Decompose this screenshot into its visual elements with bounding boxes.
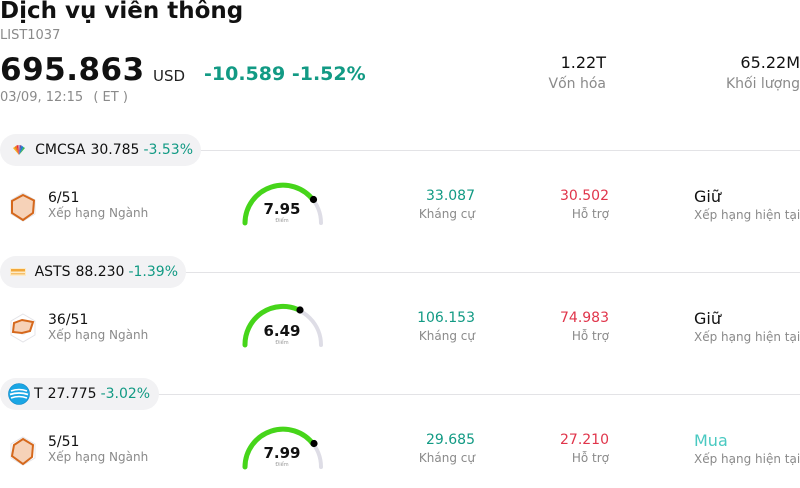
industry-rank-radar-icon — [8, 313, 38, 347]
industry-rank-radar-icon — [8, 192, 38, 226]
rating-label: Xếp hạng hiện tại — [694, 452, 800, 466]
section-divider — [200, 150, 800, 151]
timestamp-value: 03/09, 12:15 — [0, 90, 84, 105]
industry-rank-radar-icon — [8, 436, 38, 470]
section-divider — [185, 272, 800, 273]
score-label: Điểm — [275, 218, 289, 224]
rating-value: Mua — [694, 431, 728, 450]
stock-price: 88.230 — [75, 264, 125, 280]
rank-value: 6/51 — [48, 190, 80, 206]
market-cap-value: 1.22T — [560, 53, 606, 72]
stock-change-percent: -3.02% — [100, 386, 151, 402]
volume-value: 65.22M — [740, 53, 800, 72]
resistance-label: Kháng cự — [418, 451, 475, 465]
rank-label: Xếp hạng Ngành — [48, 450, 149, 464]
score-gauge: 7.99 Điểm — [240, 424, 326, 472]
score-label: Điểm — [275, 462, 289, 468]
support-value: 30.502 — [560, 188, 609, 204]
volume-label: Khối lượng — [725, 76, 800, 92]
rating-label: Xếp hạng hiện tại — [694, 330, 800, 344]
industry-rank: 36/51 Xếp hạng Ngành — [48, 312, 148, 342]
current-rating: Mua Xếp hạng hiện tại — [694, 431, 800, 466]
sector-title: Dịch vụ viễn thông — [0, 0, 244, 24]
resistance-value: 29.685 — [426, 432, 475, 448]
stock-pill-cmcsa[interactable]: CMCSA 30.785 -3.53% — [0, 134, 201, 166]
resistance-level: 33.087 Kháng cự — [419, 188, 475, 221]
support-label: Hỗ trợ — [571, 329, 609, 343]
ast-spacemobile-icon — [8, 261, 29, 283]
score-value: 7.95 — [263, 200, 301, 218]
stock-ticker: T — [34, 386, 43, 402]
stat-market-cap: 1.22T Vốn hóa — [549, 53, 606, 92]
score-gauge: 7.95 Điểm — [240, 180, 326, 228]
current-rating: Giữ Xếp hạng hiện tại — [694, 187, 800, 222]
resistance-level: 106.153 Kháng cự — [417, 310, 475, 343]
change-percent: -1.52% — [291, 63, 366, 85]
section-divider — [158, 394, 800, 395]
support-level: 30.502 Hỗ trợ — [560, 188, 609, 221]
stock-pill-t[interactable]: T 27.775 -3.02% — [0, 378, 159, 410]
rank-label: Xếp hạng Ngành — [48, 328, 149, 342]
support-value: 74.983 — [560, 310, 609, 326]
stock-change-percent: -1.39% — [128, 264, 178, 280]
score-value: 6.49 — [263, 322, 301, 340]
stock-price: 30.785 — [90, 142, 140, 158]
resistance-value: 106.153 — [417, 310, 475, 326]
index-price: 695.863 — [0, 52, 145, 88]
nbc-peacock-icon — [8, 139, 29, 161]
att-globe-icon — [8, 383, 30, 405]
currency-label: USD — [153, 67, 186, 85]
sector-code: LIST1037 — [0, 28, 61, 43]
support-label: Hỗ trợ — [571, 207, 609, 221]
stat-volume: 65.22M Khối lượng — [726, 53, 800, 92]
change-value: -10.589 — [204, 63, 286, 85]
resistance-label: Kháng cự — [418, 207, 475, 221]
price-change: -10.589 -1.52% — [204, 63, 366, 85]
rank-label: Xếp hạng Ngành — [48, 206, 149, 220]
support-label: Hỗ trợ — [571, 451, 609, 465]
gauge-arc-icon — [242, 303, 323, 348]
resistance-value: 33.087 — [426, 188, 475, 204]
stock-ticker: ASTS — [34, 264, 71, 280]
rank-value: 5/51 — [48, 434, 80, 450]
industry-rank: 6/51 Xếp hạng Ngành — [48, 190, 148, 220]
gauge-arc-icon — [242, 182, 323, 226]
market-cap-label: Vốn hóa — [548, 76, 606, 92]
rank-value: 36/51 — [48, 312, 89, 328]
rating-label: Xếp hạng hiện tại — [694, 208, 800, 222]
stock-change-percent: -3.53% — [143, 142, 193, 158]
resistance-label: Kháng cự — [418, 329, 475, 343]
score-gauge: 6.49 Điểm — [240, 302, 326, 350]
score-value: 7.99 — [263, 444, 301, 462]
stock-pill-asts[interactable]: ASTS 88.230 -1.39% — [0, 256, 186, 288]
current-rating: Giữ Xếp hạng hiện tại — [694, 309, 800, 344]
timezone: ( ET ) — [93, 90, 128, 105]
gauge-arc-icon — [242, 426, 323, 470]
industry-rank: 5/51 Xếp hạng Ngành — [48, 434, 148, 464]
rating-value: Giữ — [694, 187, 721, 206]
stock-price: 27.775 — [47, 386, 97, 402]
support-level: 27.210 Hỗ trợ — [560, 432, 609, 465]
rating-value: Giữ — [694, 309, 721, 328]
score-label: Điểm — [275, 340, 289, 346]
resistance-level: 29.685 Kháng cự — [419, 432, 475, 465]
support-level: 74.983 Hỗ trợ — [560, 310, 609, 343]
support-value: 27.210 — [560, 432, 609, 448]
stock-ticker: CMCSA — [35, 142, 86, 158]
timestamp: 03/09, 12:15 ( ET ) — [0, 90, 128, 105]
